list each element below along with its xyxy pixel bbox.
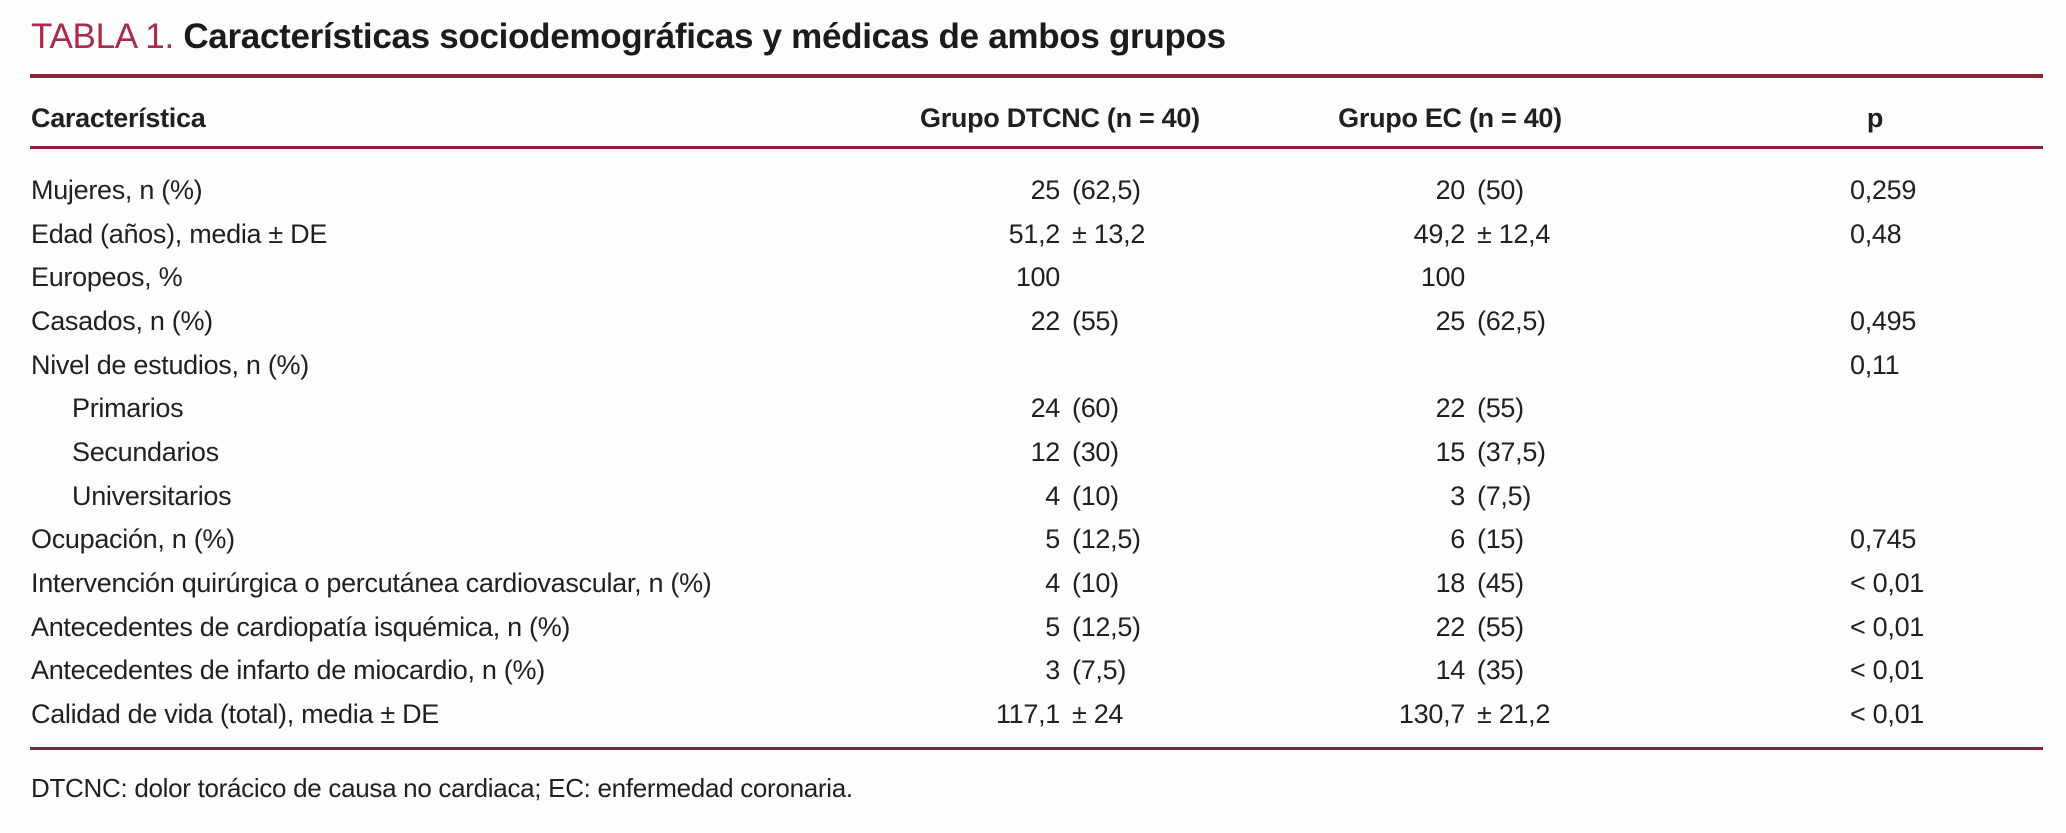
row-value-dtcnc: 5 (12,5) [1045,524,1141,555]
header-rule [30,146,2043,149]
row-value-ec: 130,7 ± 21,2 [1398,698,1551,729]
row-value-dtcnc: 51,2 ± 13,2 [1008,218,1146,249]
table-row: Universitarios 4 (10) 3 (7,5) [0,474,2066,518]
row-value-p: < 0,01 [1850,611,1925,642]
row-value-p: 0,495 [1850,305,1917,336]
row-value-dtcnc: 5 (12,5) [1045,611,1141,642]
table-row: Intervención quirúrgica o percutánea car… [0,561,2066,605]
table-row: Calidad de vida (total), media ± DE 117,1… [0,692,2066,736]
row-value-ec: 15 (37,5) [1435,436,1546,467]
row-label: Europeos, % [31,262,183,293]
column-header-group-dtcnc: Grupo DTCNC (n = 40) [920,103,1200,133]
column-header-p: p [1866,103,1884,133]
row-value-p: < 0,01 [1850,567,1925,598]
table-title: TABLA 1. Características sociodemográfic… [31,12,1226,62]
row-label: Antecedentes de infarto de miocardio, n … [31,655,545,686]
table-row: Ocupación, n (%) 5 (12,5) 6 (15) 0,745 [0,517,2066,561]
row-value-ec: 25 (62,5) [1435,305,1546,336]
row-value-ec: 14 (35) [1435,655,1525,686]
table-row: Antecedentes de cardiopatía isquémica, n… [0,605,2066,649]
table-row: Nivel de estudios, n (%) 0,11 [0,343,2066,387]
row-value-p: < 0,01 [1850,698,1925,729]
row-label: Secundarios [72,436,219,467]
row-value-dtcnc: 24 (60) [1030,393,1120,424]
row-value-dtcnc: 3 (7,5) [1045,655,1127,686]
row-value-p: 0,259 [1850,175,1917,205]
row-value-p: 0,11 [1850,349,1900,380]
table-row: Edad (años), media ± DE 51,2 ± 13,2 49,2 ± 1… [0,212,2066,256]
row-value-ec: 18 (45) [1435,567,1525,598]
row-label: Casados, n (%) [31,305,213,336]
row-label: Intervención quirúrgica o percutánea car… [31,567,712,598]
row-value-dtcnc: 117,1 ± 24 [995,698,1124,729]
table-number-label: TABLA 1. [31,17,174,56]
column-header-group-ec: Grupo EC (n = 40) [1338,103,1562,133]
bottom-rule [30,747,2043,750]
row-value-ec [1350,343,1477,387]
row-value-ec: 22 (55) [1435,393,1525,424]
row-label: Primarios [72,393,184,424]
table-title-text: Características sociodemográficas y médi… [183,17,1226,56]
table-row: Secundarios 12 (30) 15 (37,5) [0,430,2066,474]
footnote: DTCNC: dolor torácico de causa no cardia… [31,773,853,803]
row-value-dtcnc: 4 (10) [1045,480,1119,511]
row-label: Mujeres, n (%) [31,175,203,205]
row-value-ec: 6 (15) [1450,524,1524,555]
row-value-ec: 20 (50) [1435,175,1525,205]
row-label: Universitarios [72,480,232,511]
table-row: Antecedentes de infarto de miocardio, n … [0,648,2066,692]
row-value-p: 0,745 [1850,524,1917,555]
row-value-ec: 49,2 ± 12,4 [1413,218,1551,249]
row-value-dtcnc: 25 (62,5) [1030,175,1141,205]
row-value-dtcnc: 12 (30) [1030,436,1120,467]
row-label: Calidad de vida (total), media ± DE [31,698,440,729]
row-value-ec: 22 (55) [1435,611,1525,642]
row-value-dtcnc [945,343,1072,387]
table-row: Europeos, % 100 100 [0,255,2066,299]
row-value-dtcnc: 100 [1015,262,1060,293]
row-value-dtcnc: 22 (55) [1030,305,1120,336]
column-header-characteristic: Característica [31,103,206,133]
row-label: Edad (años), media ± DE [31,218,328,249]
row-label: Ocupación, n (%) [31,524,235,555]
row-value-ec: 100 [1420,262,1465,293]
table-row: Primarios 24 (60) 22 (55) [0,386,2066,430]
row-value-p: < 0,01 [1850,655,1925,686]
top-rule [30,74,2043,78]
row-value-dtcnc: 4 (10) [1045,567,1119,598]
table-row: Mujeres, n (%) 25 (62,5) 20 (50) 0,259 [0,168,2066,212]
table-row: Casados, n (%) 22 (55) 25 (62,5) 0,495 [0,299,2066,343]
row-label: Nivel de estudios, n (%) [31,349,309,380]
row-value-p: 0,48 [1850,218,1902,249]
row-label: Antecedentes de cardiopatía isquémica, n… [31,611,571,642]
row-value-ec: 3 (7,5) [1450,480,1532,511]
